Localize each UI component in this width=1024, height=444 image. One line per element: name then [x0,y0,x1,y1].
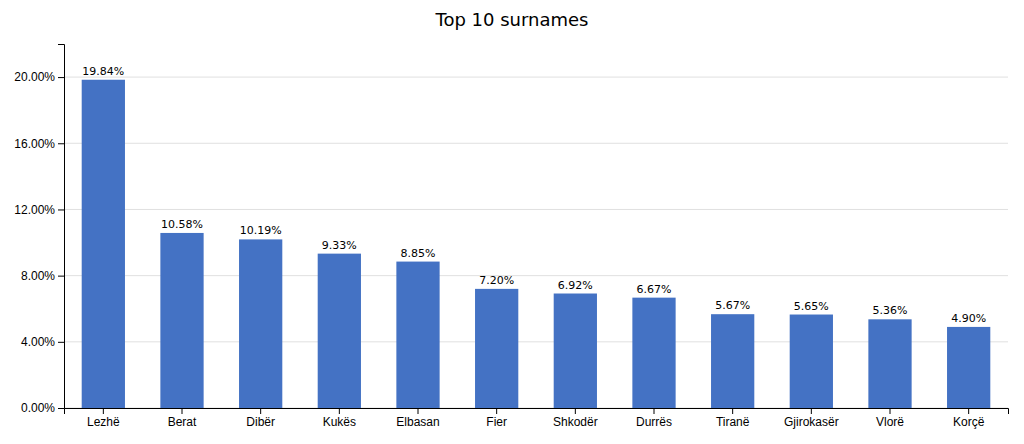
x-tick-mark [732,408,733,414]
x-axis: Lezhë Berat Dibër Kukës Elbasan Fier Shkodër Du… [65,408,1009,429]
y-tick: 16.00% [14,137,64,151]
x-tick-mark [575,408,576,414]
x-tick-mark [260,408,261,414]
x-tick: Fier [486,408,507,429]
grid-line [64,143,1008,144]
y-tick-mark [58,77,64,78]
data-label: 9.33% [322,239,357,252]
bars [82,80,991,408]
x-tick-mark [654,408,655,414]
data-label: 19.84% [82,65,124,78]
y-tick-mark [58,342,64,343]
x-tick: Berat [168,408,197,429]
x-tick-mark [182,408,183,414]
x-tick-label: Lezhë [87,415,120,429]
y-tick-mark [58,209,64,210]
y-tick-label: 4.00% [21,335,55,349]
x-tick: Elbasan [396,408,439,429]
x-tick-mark [968,408,969,414]
bar [475,289,518,408]
y-tick: 20.00% [14,70,64,84]
x-tick: Gjirokasër [784,408,839,429]
x-tick: Tiranë [716,408,750,429]
y-tick: 8.00% [21,269,64,283]
x-tick-mark [890,408,891,414]
x-tick-label: Dibër [246,415,275,429]
bar [82,80,125,408]
x-tick-mark [339,408,340,414]
bar [239,239,282,408]
y-tick: 4.00% [21,335,64,349]
x-tick-label: Tiranë [716,415,750,429]
x-tick: Lezhë [87,408,120,429]
y-tick-mark [58,408,64,409]
bar [711,314,754,408]
x-tick-mark [103,408,104,414]
data-label: 5.67% [715,299,750,312]
bar [554,294,597,408]
data-label: 5.36% [873,304,908,317]
y-tick: 12.00% [14,203,64,217]
y-tick-label: 20.00% [14,70,55,84]
x-tick: Shkodër [553,408,598,429]
y-axis: 0.00% 4.00% 8.00% 12.00% 16.00% 20.00% [14,45,64,416]
x-tick-label: Berat [168,415,197,429]
bar [868,319,911,408]
x-tick: Dibër [246,408,275,429]
bar [160,233,203,408]
x-tick-label: Durrës [636,415,672,429]
bar [318,254,361,408]
x-tick-label: Elbasan [396,415,439,429]
y-tick-mark [58,143,64,144]
data-label: 10.58% [161,218,203,231]
x-tick-label: Vlorë [876,415,904,429]
data-label: 4.90% [951,312,986,325]
y-tick-label: 8.00% [21,269,55,283]
grid-line [64,275,1008,276]
x-axis-line [65,409,1009,415]
bar [790,315,833,408]
x-tick-label: Fier [486,415,507,429]
data-label: 8.85% [401,247,436,260]
x-tick-mark [811,408,812,414]
x-tick: Vlorë [876,408,904,429]
x-tick: Kukës [323,408,356,429]
y-axis-line [58,45,65,409]
x-tick-label: Gjirokasër [784,415,839,429]
data-label: 6.67% [637,283,672,296]
x-tick-label: Shkodër [553,415,598,429]
data-label: 5.65% [794,300,829,313]
grid-line [64,77,1008,78]
title: Top 10 surnames [434,9,588,30]
y-tick-label: 0.00% [21,401,55,415]
y-tick-label: 12.00% [14,203,55,217]
x-tick-mark [418,408,419,414]
y-tick: 0.00% [21,401,64,415]
data-label: 7.20% [479,274,514,287]
x-tick: Korçë [953,408,985,429]
data-labels: 19.84% 10.58% 10.19% 9.33% 8.85% 7.20% 6.92% 6.… [82,65,986,325]
x-tick-label: Kukës [323,415,356,429]
y-tick-label: 16.00% [14,137,55,151]
chart: 0.00% 4.00% 8.00% 12.00% 16.00% 20.00% Lezhë Be… [0,0,1024,444]
data-label: 6.92% [558,279,593,292]
bar [632,298,675,408]
grid [64,77,1008,408]
y-tick-mark [58,276,64,277]
plot: 0.00% 4.00% 8.00% 12.00% 16.00% 20.00% Lezhë Be… [14,45,1008,429]
grid-line [64,341,1008,342]
data-label: 10.19% [240,224,282,237]
x-tick-mark [496,408,497,414]
grid-line [64,209,1008,210]
x-tick-label: Korçë [953,415,985,429]
bar [396,262,439,408]
bar [947,327,990,408]
x-tick: Durrës [636,408,672,429]
